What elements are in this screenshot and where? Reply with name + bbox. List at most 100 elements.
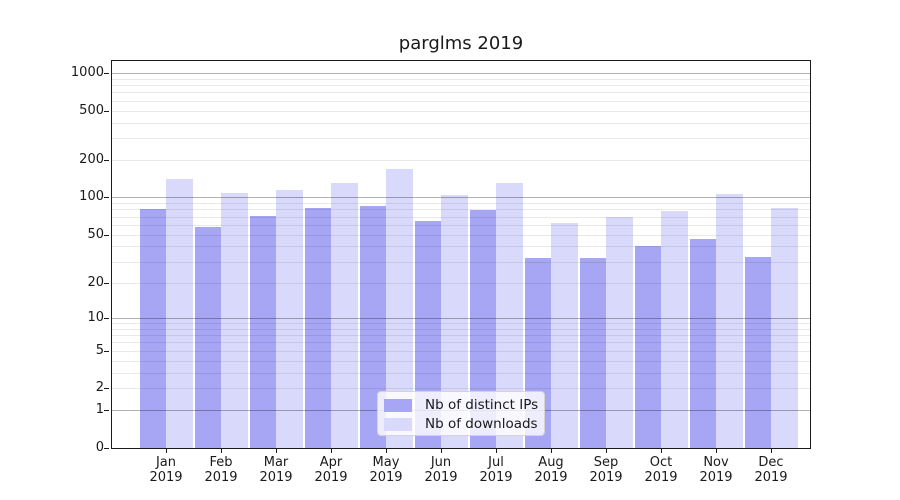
bar-distinct-ips-oct [634, 246, 661, 448]
gridline-minor [112, 350, 810, 352]
legend-item-downloads: Nb of downloads [384, 415, 544, 433]
y-tick-mark [104, 410, 109, 412]
x-tick-mark [441, 449, 442, 453]
y-tick-label: 100 [79, 189, 104, 205]
bar-distinct-ips-dec [744, 256, 771, 448]
gridline-minor [112, 323, 810, 324]
gridline-minor [112, 261, 810, 263]
y-tick-label: 50 [87, 226, 104, 242]
x-tick-label: Oct 2019 [631, 455, 691, 485]
bar-downloads-jan [166, 179, 193, 448]
legend-swatch-downloads [384, 417, 412, 431]
legend-item-distinct-ips: Nb of distinct IPs [384, 396, 544, 414]
bar-distinct-ips-mar [249, 215, 276, 448]
x-tick-label-month: May [372, 455, 400, 470]
x-tick-label-month: Jul [488, 455, 504, 470]
x-tick-label-year: 2019 [644, 470, 678, 485]
bar-downloads-nov [716, 194, 743, 448]
y-tick-mark [104, 350, 109, 352]
y-tick-label: 0 [95, 440, 104, 455]
bar-distinct-ips-nov [689, 238, 716, 448]
gridline-minor [112, 92, 810, 94]
y-tick-label: 200 [79, 152, 104, 168]
x-tick-mark [386, 449, 387, 453]
y-tick-mark [104, 317, 109, 319]
x-tick-label: Feb 2019 [191, 455, 251, 485]
x-tick-label-year: 2019 [314, 470, 348, 485]
y-tick-mark [104, 448, 109, 449]
x-tick-label: Dec 2019 [741, 455, 801, 485]
y-tick-mark [104, 160, 109, 162]
y-tick-label: 1 [95, 402, 104, 418]
legend-label-distinct-ips: Nb of distinct IPs [425, 397, 539, 413]
bar-downloads-feb [221, 193, 248, 448]
x-tick-label-year: 2019 [424, 470, 458, 485]
gridline-major [112, 197, 810, 199]
bar-downloads-mar [276, 189, 303, 448]
x-tick-label-year: 2019 [259, 470, 293, 485]
gridline-minor [112, 388, 810, 390]
gridline-minor [112, 209, 810, 211]
x-tick-mark [331, 449, 332, 453]
gridline-minor [112, 78, 810, 80]
x-tick-label-month: Aug [538, 455, 564, 470]
x-tick-label: Aug 2019 [521, 455, 581, 485]
y-tick-label: 1000 [70, 64, 104, 80]
x-tick-label-month: Nov [703, 455, 729, 470]
y-tick-label: 2 [95, 380, 104, 396]
gridline-major [112, 317, 810, 319]
x-tick-label-month: Feb [209, 455, 233, 470]
x-tick-label-month: Mar [263, 455, 289, 470]
x-tick-label-year: 2019 [204, 470, 238, 485]
x-tick-label-month: Dec [758, 455, 784, 470]
x-tick-mark [606, 449, 607, 453]
bar-downloads-apr [331, 183, 358, 448]
x-tick-label: Jun 2019 [411, 455, 471, 485]
y-tick-mark [104, 282, 109, 284]
gridline-minor [112, 282, 810, 284]
gridline-minor [112, 160, 810, 162]
bar-downloads-dec [771, 208, 798, 448]
y-tick-label: 500 [79, 102, 104, 118]
gridline-minor [112, 328, 810, 330]
chart-title: parglms 2019 [398, 33, 524, 54]
y-tick-mark [104, 234, 109, 236]
bar-distinct-ips-jan [139, 209, 166, 448]
x-tick-label: Jul 2019 [466, 455, 526, 485]
gridline-minor [112, 234, 810, 236]
legend: Nb of distinct IPs Nb of downloads [377, 391, 545, 436]
bar-downloads-sep [606, 216, 633, 448]
gridline-minor [112, 85, 810, 87]
x-tick-label: Apr 2019 [301, 455, 361, 485]
gridline-minor [112, 110, 810, 112]
gridline-minor [112, 138, 810, 140]
x-tick-label-month: Sep [593, 455, 619, 470]
gridline-minor [112, 216, 810, 218]
gridline-minor [112, 224, 810, 226]
x-tick-label: Mar 2019 [246, 455, 306, 485]
gridlines [112, 61, 810, 448]
legend-label-downloads: Nb of downloads [425, 416, 538, 432]
gridline-major [112, 72, 810, 74]
x-tick-label-year: 2019 [754, 470, 788, 485]
gridline-minor [112, 122, 810, 124]
x-tick-label: Jan 2019 [136, 455, 196, 485]
x-tick-mark [551, 449, 552, 453]
y-tick-mark [104, 72, 109, 74]
x-tick-mark [661, 449, 662, 453]
y-tick-label: 10 [87, 309, 104, 325]
y-tick-mark [104, 197, 109, 199]
x-tick-label: May 2019 [356, 455, 416, 485]
x-tick-mark [771, 449, 772, 453]
x-tick-mark [166, 449, 167, 453]
x-tick-label-year: 2019 [589, 470, 623, 485]
bar-distinct-ips-sep [579, 258, 606, 448]
bar-downloads-oct [661, 211, 688, 448]
gridline-minor [112, 360, 810, 362]
x-tick-label-month: Jan [155, 455, 177, 470]
x-tick-mark [496, 449, 497, 453]
x-tick-label-month: Apr [319, 455, 343, 470]
x-tick-label-year: 2019 [149, 470, 183, 485]
bar-distinct-ips-feb [194, 226, 221, 448]
